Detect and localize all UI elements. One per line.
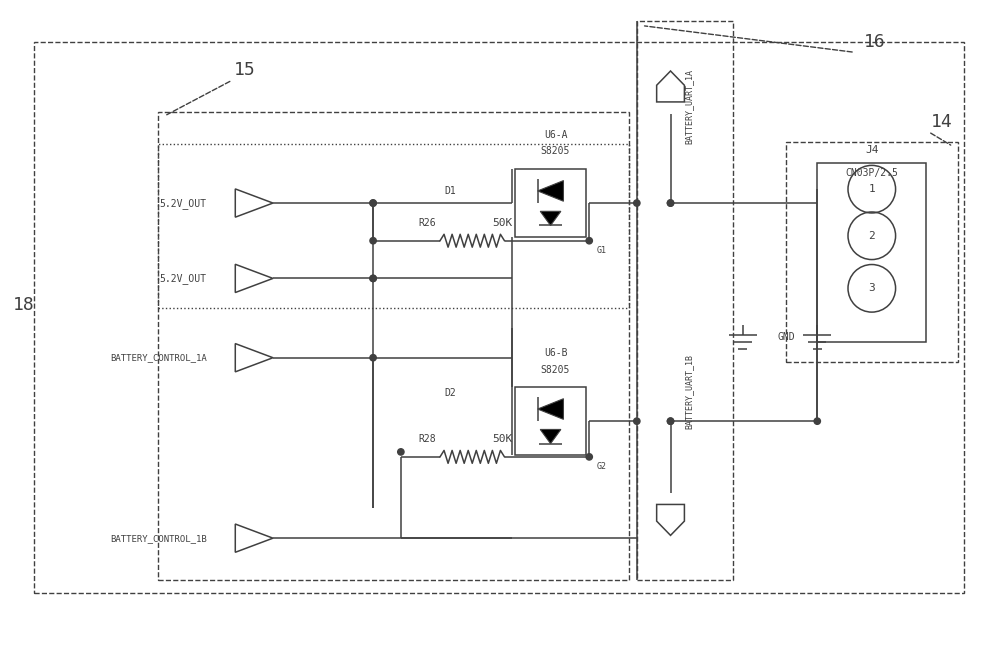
Text: 14: 14 bbox=[930, 112, 952, 131]
Polygon shape bbox=[538, 398, 563, 419]
Circle shape bbox=[667, 418, 674, 424]
Circle shape bbox=[398, 448, 404, 455]
Circle shape bbox=[667, 200, 674, 206]
Circle shape bbox=[814, 418, 820, 424]
Text: D1: D1 bbox=[445, 186, 456, 196]
Text: G1: G1 bbox=[596, 246, 606, 255]
Text: 15: 15 bbox=[233, 61, 255, 79]
Text: 50K: 50K bbox=[492, 218, 512, 228]
Polygon shape bbox=[540, 430, 561, 443]
Text: CN03P/2.5: CN03P/2.5 bbox=[845, 168, 898, 178]
Circle shape bbox=[370, 275, 376, 281]
Text: BATTERY_UART_1A: BATTERY_UART_1A bbox=[684, 68, 693, 144]
Text: 1: 1 bbox=[868, 184, 875, 194]
Polygon shape bbox=[538, 181, 563, 202]
Text: R28: R28 bbox=[419, 434, 436, 444]
Circle shape bbox=[370, 200, 376, 206]
Circle shape bbox=[370, 237, 376, 244]
Bar bbox=[158, 112, 629, 580]
Circle shape bbox=[667, 418, 674, 424]
Text: BATTERY_UART_1B: BATTERY_UART_1B bbox=[684, 354, 693, 429]
Bar bbox=[637, 21, 733, 580]
Text: BATTERY_CONTROL_1B: BATTERY_CONTROL_1B bbox=[110, 534, 207, 543]
Text: 50K: 50K bbox=[492, 434, 512, 444]
Text: S8205: S8205 bbox=[541, 365, 570, 374]
Text: R26: R26 bbox=[419, 218, 436, 228]
Bar bbox=[34, 42, 964, 593]
Text: 5.2V_OUT: 5.2V_OUT bbox=[160, 273, 207, 284]
Text: GND: GND bbox=[778, 332, 795, 342]
Circle shape bbox=[370, 354, 376, 361]
Circle shape bbox=[667, 200, 674, 206]
Text: U6-A: U6-A bbox=[544, 129, 567, 140]
Text: J4: J4 bbox=[865, 144, 879, 155]
Bar bbox=[786, 142, 958, 361]
Text: D2: D2 bbox=[445, 389, 456, 398]
Text: U6-B: U6-B bbox=[544, 348, 567, 358]
Circle shape bbox=[586, 237, 592, 244]
Circle shape bbox=[370, 275, 376, 281]
Text: 3: 3 bbox=[868, 283, 875, 293]
Text: 2: 2 bbox=[868, 231, 875, 240]
Circle shape bbox=[634, 200, 640, 206]
Text: 18: 18 bbox=[13, 296, 35, 314]
Bar bbox=[515, 170, 586, 237]
Bar bbox=[158, 144, 629, 308]
Bar bbox=[817, 163, 926, 342]
Text: 5.2V_OUT: 5.2V_OUT bbox=[160, 198, 207, 209]
Circle shape bbox=[370, 200, 376, 206]
Text: S8205: S8205 bbox=[541, 146, 570, 157]
Text: BATTERY_CONTROL_1A: BATTERY_CONTROL_1A bbox=[110, 353, 207, 362]
Circle shape bbox=[634, 418, 640, 424]
Polygon shape bbox=[540, 211, 561, 226]
Text: G2: G2 bbox=[596, 462, 606, 471]
Circle shape bbox=[586, 454, 592, 460]
Bar bbox=[515, 387, 586, 455]
Text: 16: 16 bbox=[864, 33, 886, 51]
